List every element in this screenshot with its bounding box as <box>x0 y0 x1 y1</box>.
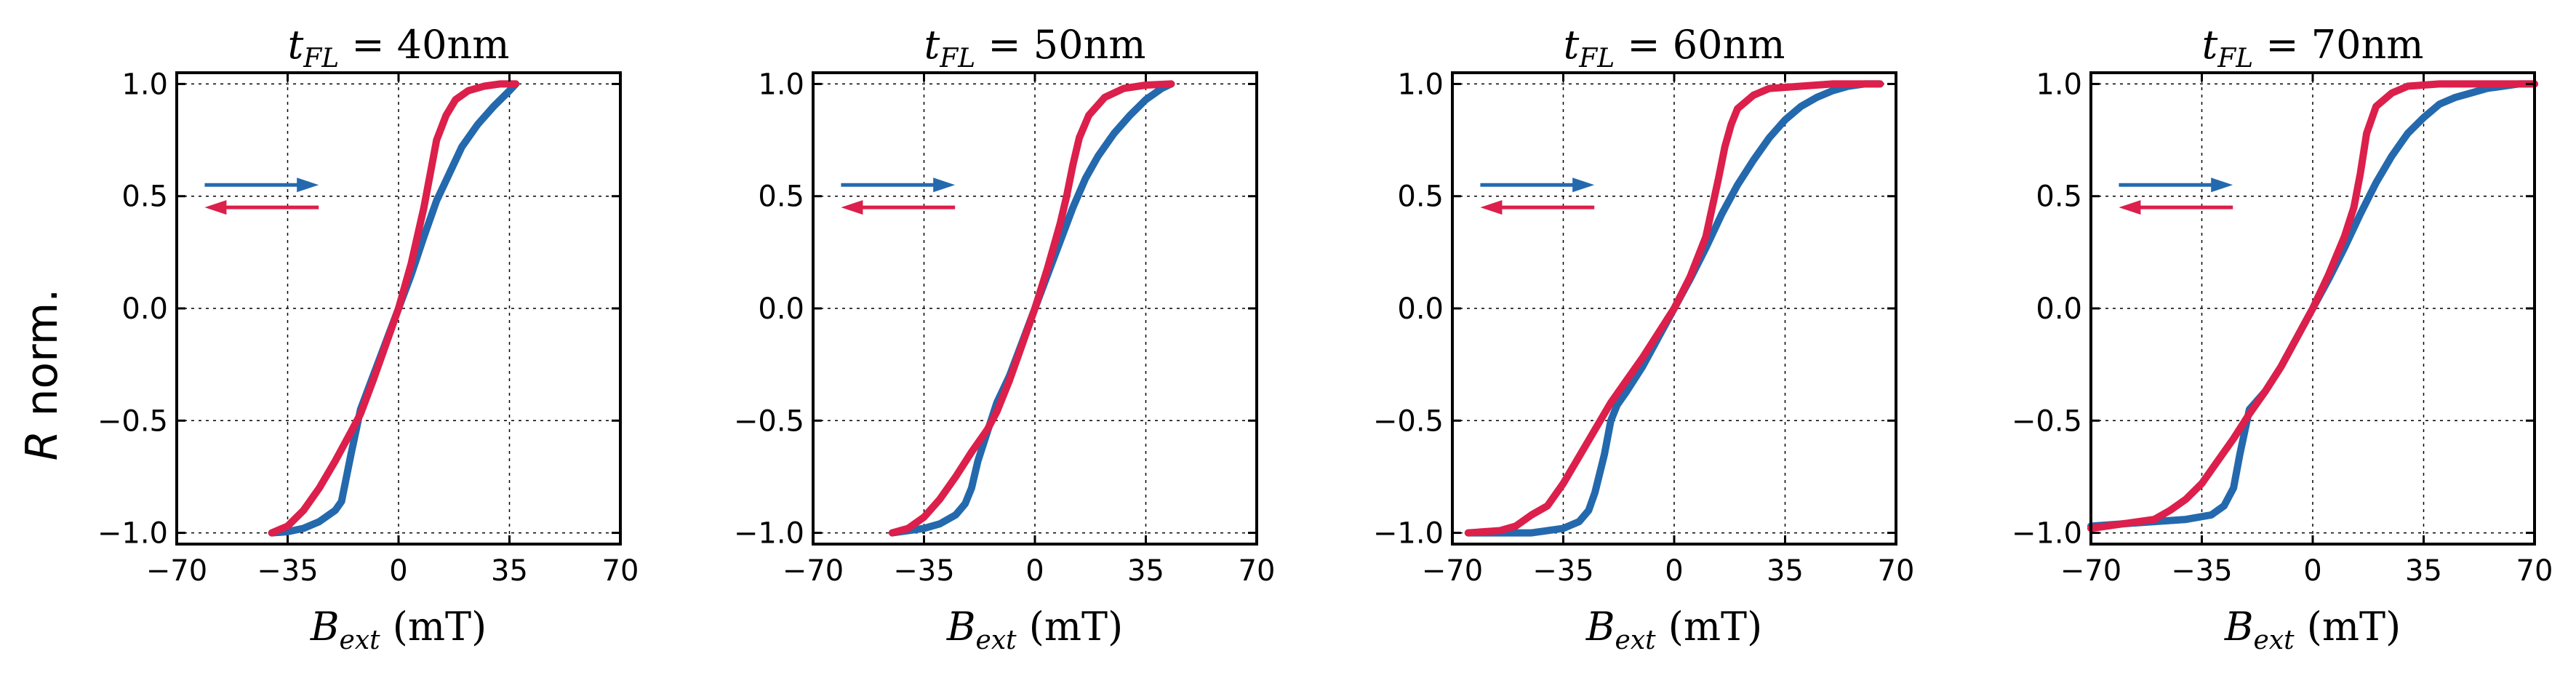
x-tick-label: −35 <box>893 554 954 588</box>
series-sweep-down-line <box>268 80 520 537</box>
x-axis-label-sub: ext <box>1615 626 1657 655</box>
arrow-right-head <box>933 177 956 193</box>
arrow-left-head <box>2119 200 2141 215</box>
y-tick-label: 0.0 <box>121 292 168 326</box>
x-axis-label-unit: (mT) <box>1656 604 1763 650</box>
x-tick-label: 0 <box>1665 554 1683 588</box>
title-sub: FL <box>303 44 339 73</box>
panel-title: tFL = 60nm <box>1564 22 1785 73</box>
y-axis-label-suffix: norm. <box>17 289 68 431</box>
title-sub: FL <box>1578 44 1615 73</box>
y-tick-label: 0.0 <box>758 292 804 326</box>
panel-2: −70 −35 0 35 70 −1.0 −0.5 0.0 0.5 1.0 tFL = 50nm Be… <box>734 22 1276 655</box>
title-value: = 70nm <box>2253 22 2423 68</box>
x-tick-label: −35 <box>2171 554 2232 588</box>
y-tick-label: −0.5 <box>1373 404 1444 438</box>
x-tick-label: 0 <box>389 554 407 588</box>
x-axis-label: Bext (mT) <box>1585 604 1762 655</box>
x-tick-label: −70 <box>2060 554 2121 588</box>
y-axis-label-var: R <box>17 431 68 461</box>
x-tick-label: 35 <box>1767 554 1804 588</box>
y-tick-label: −1.0 <box>97 517 168 551</box>
y-tick-label: 1.0 <box>1397 68 1444 101</box>
title-value: = 50nm <box>975 22 1145 68</box>
arrow-right-head <box>1572 177 1595 193</box>
x-tick-label: 70 <box>2516 554 2553 588</box>
y-tick-label: −1.0 <box>2012 517 2082 551</box>
x-tick-label: −35 <box>257 554 318 588</box>
panel-title: tFL = 40nm <box>288 22 510 73</box>
title-value: = 40nm <box>339 22 509 68</box>
title-var: t <box>1564 22 1580 68</box>
panel-title: tFL = 50nm <box>924 22 1146 73</box>
arrow-right-head <box>2211 177 2233 193</box>
x-axis-label-unit: (mT) <box>1017 604 1124 650</box>
x-tick-label: −70 <box>783 554 844 588</box>
title-var: t <box>2202 22 2218 68</box>
y-tick-label: 1.0 <box>758 68 804 101</box>
y-tick-label: −1.0 <box>734 517 804 551</box>
y-tick-label: 0.0 <box>1397 292 1444 326</box>
x-axis-label: Bext (mT) <box>310 604 487 655</box>
panel-3: −70 −35 0 35 70 −1.0 −0.5 0.0 0.5 1.0 tFL = 60nm Be… <box>1373 22 1915 655</box>
x-tick-label: 35 <box>1127 554 1164 588</box>
title-sub: FL <box>939 44 975 73</box>
y-axis-label: R norm. <box>17 289 68 461</box>
x-axis-label-var: B <box>2224 604 2254 650</box>
y-tick-label: −0.5 <box>97 404 168 438</box>
y-tick-label: −0.5 <box>734 404 804 438</box>
arrow-left-head <box>1480 200 1503 215</box>
y-tick-label: 0.5 <box>121 180 168 214</box>
x-tick-label: −70 <box>146 554 207 588</box>
x-tick-label: 0 <box>2303 554 2321 588</box>
title-var: t <box>288 22 304 68</box>
y-tick-label: 0.5 <box>1397 180 1444 214</box>
series-sweep-down-line <box>1464 80 1884 537</box>
arrow-left-head <box>204 200 227 215</box>
x-axis-label-sub: ext <box>976 626 1017 655</box>
y-tick-label: 0.0 <box>2036 292 2082 326</box>
x-tick-label: −35 <box>1532 554 1593 588</box>
x-tick-label: 70 <box>1239 554 1276 588</box>
title-var: t <box>924 22 940 68</box>
x-axis-label: Bext (mT) <box>2224 604 2401 655</box>
y-tick-label: 1.0 <box>2036 68 2082 101</box>
x-axis-label-unit: (mT) <box>380 604 487 650</box>
y-tick-label: −1.0 <box>1373 517 1444 551</box>
x-tick-label: −70 <box>1422 554 1483 588</box>
title-sub: FL <box>2217 44 2253 73</box>
x-axis-label-sub: ext <box>2254 626 2295 655</box>
x-axis-label-var: B <box>1585 604 1615 650</box>
panel-1: −70 −35 0 35 70 −1.0 −0.5 0.0 0.5 1.0 tFL = 40nm Be… <box>97 22 639 655</box>
x-tick-label: 35 <box>491 554 528 588</box>
x-axis-label-var: B <box>310 604 340 650</box>
series-sweep-down-line <box>2087 80 2538 532</box>
arrow-right-head <box>297 177 319 193</box>
x-tick-label: 70 <box>1878 554 1915 588</box>
series-sweep-down-line <box>888 80 1175 537</box>
x-tick-label: 35 <box>2405 554 2442 588</box>
x-axis-label-unit: (mT) <box>2295 604 2401 650</box>
y-tick-label: 0.5 <box>758 180 804 214</box>
x-axis-label: Bext (mT) <box>946 604 1123 655</box>
y-tick-label: −0.5 <box>2012 404 2082 438</box>
x-axis-label-var: B <box>946 604 976 650</box>
panel-title: tFL = 70nm <box>2202 22 2424 73</box>
panel-4: −70 −35 0 35 70 −1.0 −0.5 0.0 0.5 1.0 tFL = 70nm Be… <box>2012 22 2553 655</box>
x-tick-label: 0 <box>1025 554 1044 588</box>
x-tick-label: 70 <box>602 554 639 588</box>
y-tick-label: 0.5 <box>2036 180 2082 214</box>
y-tick-label: 1.0 <box>121 68 168 101</box>
arrow-left-head <box>841 200 863 215</box>
x-axis-label-sub: ext <box>340 626 381 655</box>
title-value: = 60nm <box>1615 22 1785 68</box>
